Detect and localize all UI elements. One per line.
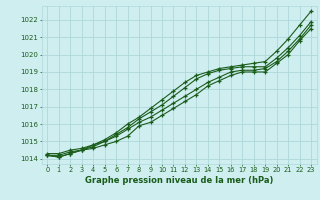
X-axis label: Graphe pression niveau de la mer (hPa): Graphe pression niveau de la mer (hPa) <box>85 176 273 185</box>
